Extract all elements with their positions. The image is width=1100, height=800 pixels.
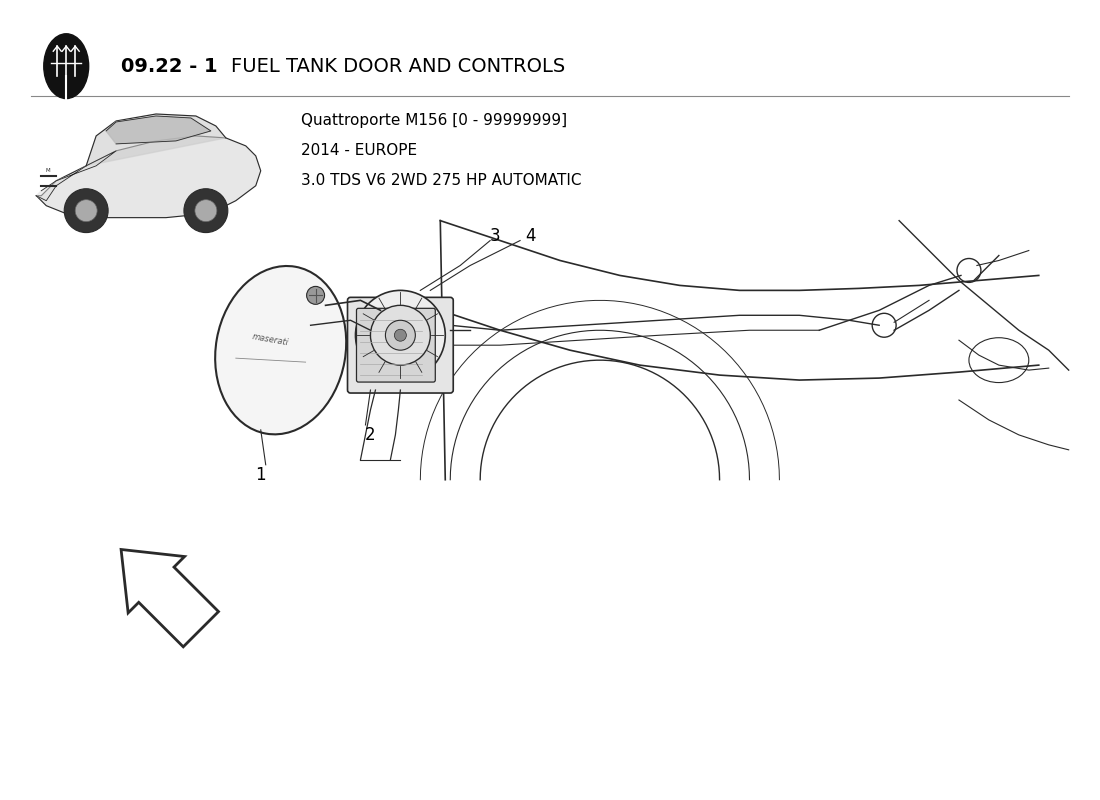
Text: 3.0 TDS V6 2WD 275 HP AUTOMATIC: 3.0 TDS V6 2WD 275 HP AUTOMATIC bbox=[300, 174, 581, 188]
Text: Quattroporte M156 [0 - 99999999]: Quattroporte M156 [0 - 99999999] bbox=[300, 114, 566, 129]
Circle shape bbox=[184, 189, 228, 233]
Polygon shape bbox=[106, 116, 211, 144]
Text: 3: 3 bbox=[490, 226, 500, 245]
Polygon shape bbox=[121, 550, 219, 647]
Text: 1: 1 bbox=[255, 466, 266, 484]
FancyBboxPatch shape bbox=[348, 298, 453, 393]
Circle shape bbox=[75, 200, 97, 222]
Ellipse shape bbox=[216, 266, 346, 434]
Text: 2014 - EUROPE: 2014 - EUROPE bbox=[300, 143, 417, 158]
Polygon shape bbox=[36, 136, 261, 218]
Circle shape bbox=[195, 200, 217, 222]
Circle shape bbox=[307, 286, 324, 304]
Circle shape bbox=[355, 290, 446, 380]
Ellipse shape bbox=[44, 34, 89, 98]
Text: 2: 2 bbox=[365, 426, 376, 444]
Text: maserati: maserati bbox=[252, 333, 289, 348]
Circle shape bbox=[64, 189, 108, 233]
Text: 4: 4 bbox=[525, 226, 536, 245]
Circle shape bbox=[395, 330, 406, 342]
Polygon shape bbox=[36, 151, 117, 201]
Polygon shape bbox=[86, 114, 226, 166]
Text: M: M bbox=[46, 168, 51, 174]
Text: 09.22 - 1: 09.22 - 1 bbox=[121, 57, 218, 76]
Text: FUEL TANK DOOR AND CONTROLS: FUEL TANK DOOR AND CONTROLS bbox=[231, 57, 565, 76]
FancyBboxPatch shape bbox=[356, 308, 436, 382]
Circle shape bbox=[385, 320, 416, 350]
Circle shape bbox=[371, 306, 430, 365]
